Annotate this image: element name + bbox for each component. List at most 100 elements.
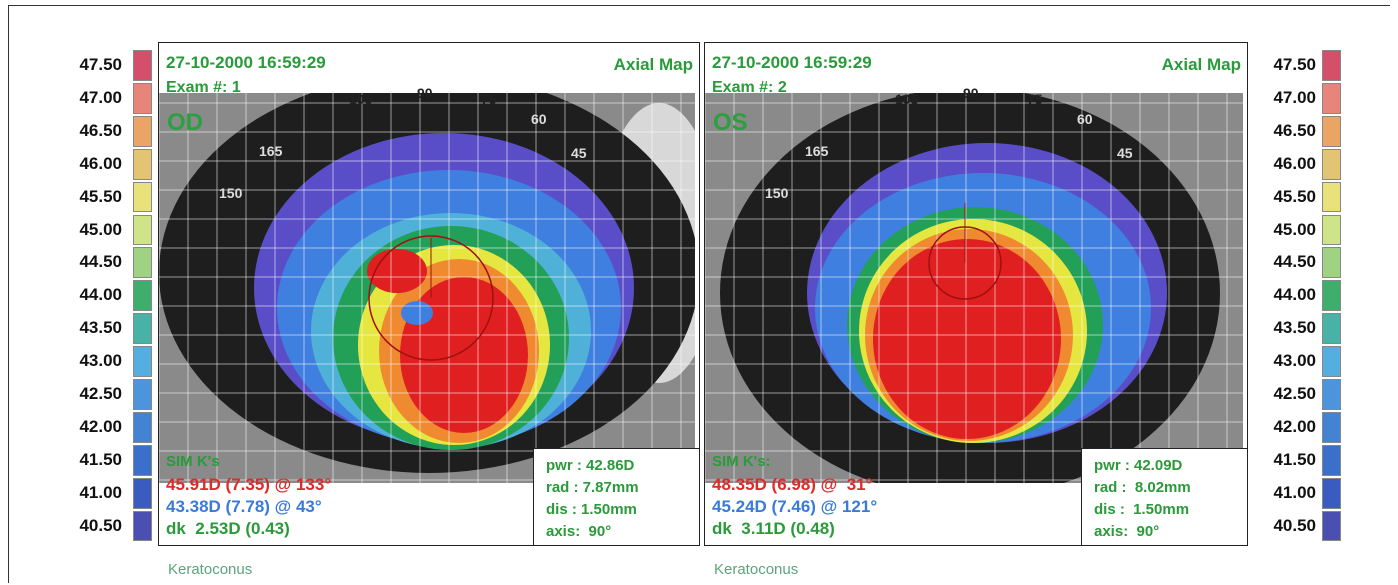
scale-label: 44.00 [1273, 285, 1316, 305]
sim-k-label: SIM K's [166, 453, 220, 470]
scale-swatch [1322, 379, 1341, 410]
power-zone [400, 277, 528, 433]
scale-swatch [1322, 82, 1341, 114]
scale-label: 45.50 [1273, 186, 1316, 206]
angle-label: 165 [805, 143, 829, 159]
k2: 43.38D (7.78) @ 43° [166, 497, 322, 516]
scale-swatch [1322, 181, 1341, 213]
pwr: pwr : 42.86D [546, 457, 635, 474]
pupil-outline [368, 235, 494, 361]
rad: rad : 8.02mm [1094, 479, 1191, 496]
scale-label: 46.00 [1273, 153, 1316, 173]
scale-label: 47.00 [1273, 87, 1316, 107]
scale-swatch [1322, 280, 1341, 312]
scale-label: 45.00 [1273, 219, 1316, 239]
scale-label: 43.00 [1273, 351, 1316, 371]
angle-label: 150 [765, 185, 789, 201]
scale-label: 42.50 [1273, 384, 1316, 403]
scale-swatch [133, 214, 152, 246]
topography-map [705, 93, 1243, 483]
scale-label: 41.00 [79, 482, 122, 502]
map-type: Axial Map [1161, 55, 1241, 74]
scale-swatch [133, 313, 152, 345]
scale-label: 45.00 [79, 219, 122, 239]
scale-label: 44.00 [79, 285, 122, 305]
sim-k-label: SIM K's: [712, 453, 771, 470]
axis: axis: 90° [546, 523, 612, 540]
scale-label: 41.00 [1273, 482, 1316, 502]
scale-swatch [133, 50, 152, 81]
scale-swatch [1322, 214, 1341, 246]
topography-map [159, 93, 695, 483]
scale-label: 41.50 [1273, 449, 1316, 469]
scale-swatch [133, 181, 152, 213]
angle-label: 90 [963, 85, 979, 101]
panel: 105 90 75 60 45 165 150 27-10-2000 16:59:29 Axia… [158, 42, 700, 546]
exam: Exam #: 2 [712, 79, 787, 96]
scale-label: 46.00 [79, 153, 122, 173]
k1: 45.91D (7.35) @ 133° [166, 475, 332, 494]
scale-swatch [133, 510, 152, 542]
scale-label: 44.50 [79, 252, 122, 272]
scale-label: 42.00 [1273, 416, 1316, 436]
scale-swatch [133, 115, 152, 147]
scale-label: 42.00 [79, 416, 122, 436]
info-box: pwr : 42.09D rad : 8.02mm dis : 1.50mm axis… [1081, 448, 1247, 545]
pwr: pwr : 42.09D [1094, 457, 1183, 474]
scale-swatch [1322, 510, 1341, 542]
scale-swatch [1322, 477, 1341, 509]
angle-label: 150 [219, 185, 243, 201]
angle-label: 75 [481, 91, 497, 107]
scale-label: 44.50 [1273, 252, 1316, 272]
angle-label: 45 [1117, 145, 1133, 161]
angle-label: 90 [417, 85, 433, 101]
scale-label: 46.50 [79, 120, 122, 140]
scale-label: 45.50 [79, 186, 122, 206]
map-type: Axial Map [613, 55, 693, 74]
scale-swatch [1322, 50, 1341, 81]
dis: dis : 1.50mm [1094, 501, 1190, 518]
k2: 45.24D (7.46) @ 121° [712, 497, 878, 516]
scale-swatch [1322, 148, 1341, 180]
scale-swatch [1322, 444, 1341, 476]
date: 27-10-2000 16:59:29 [712, 53, 872, 72]
scale-swatch [133, 82, 152, 114]
exam: Exam #: 1 [166, 79, 241, 96]
scale-swatch [1322, 115, 1341, 147]
scale-label: 47.50 [79, 55, 122, 74]
scale-label: 46.50 [1273, 120, 1316, 140]
dis: dis : 1.50mm [546, 501, 637, 518]
scale-swatch [133, 411, 152, 443]
frame [8, 5, 1390, 583]
scale-swatch [133, 346, 152, 377]
angle-label: 165 [259, 143, 283, 159]
angle-label: 75 [1027, 91, 1043, 107]
scale-label: 43.50 [1273, 318, 1316, 338]
axis: axis: 90° [1094, 523, 1160, 540]
info-box: pwr : 42.86D rad : 7.87mm dis : 1.50mm axis… [533, 448, 699, 545]
scale-swatch [1322, 411, 1341, 443]
scale-swatch [1322, 247, 1341, 279]
eye: OS [713, 109, 748, 136]
scale-swatch [133, 247, 152, 279]
scale-label: 43.00 [79, 351, 122, 371]
eye: OD [167, 109, 203, 136]
scale-swatch [133, 444, 152, 476]
angle-label: 105 [895, 91, 919, 107]
scale-label: 43.50 [79, 318, 122, 338]
k1: 48.35D (6.98) @ 31° [712, 475, 873, 494]
power-zone [401, 301, 433, 325]
scale-swatch [133, 280, 152, 312]
scale-swatch [1322, 313, 1341, 345]
date: 27-10-2000 16:59:29 [166, 53, 326, 72]
dk: dk 2.53D (0.43) [166, 519, 290, 538]
caption: Keratoconus [168, 561, 253, 578]
scale-label: 47.00 [79, 87, 122, 107]
rad: rad : 7.87mm [546, 479, 639, 496]
scale-label: 42.50 [79, 384, 122, 403]
scale-label: 40.50 [79, 515, 122, 535]
angle-label: 45 [571, 145, 587, 161]
angle-label: 60 [1077, 111, 1093, 127]
scale-swatch [1322, 346, 1341, 377]
